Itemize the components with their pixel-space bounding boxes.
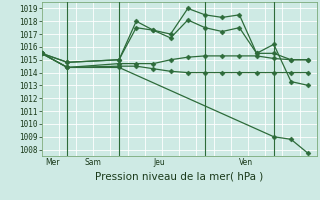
Text: Ven: Ven: [239, 158, 253, 167]
Text: Pression niveau de la mer( hPa ): Pression niveau de la mer( hPa ): [95, 171, 263, 181]
Text: Mer: Mer: [45, 158, 60, 167]
Text: Sam: Sam: [84, 158, 101, 167]
Text: Jeu: Jeu: [153, 158, 165, 167]
